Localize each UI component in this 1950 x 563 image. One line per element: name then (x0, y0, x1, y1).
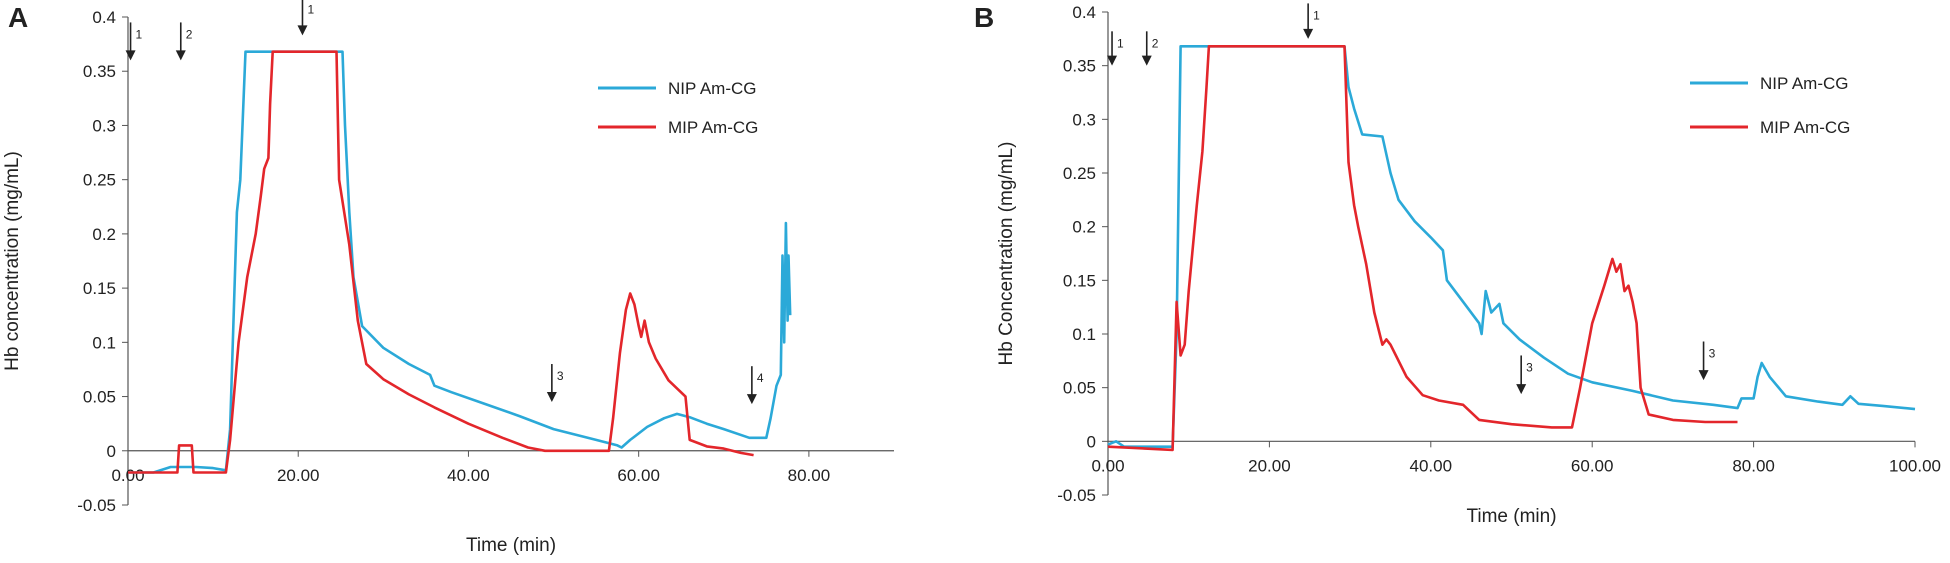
x-tick-label: 20.00 (1248, 456, 1291, 475)
legend-label: NIP Am-CG (668, 79, 756, 98)
y-tick-label: 0.3 (92, 116, 116, 135)
x-axis-title: Time (min) (466, 535, 556, 556)
y-tick-label: -0.05 (1057, 486, 1096, 505)
annotation-arrow-label: 2 (1152, 36, 1159, 50)
x-tick-label: 60.00 (1571, 456, 1614, 475)
y-tick-label: 0.25 (1063, 164, 1096, 183)
chart-panel-b: B -0.05 0 0.05 0.1 0.15 0.2 0.25 0.3 0.35 0.4 0.00 2… (974, 2, 1941, 527)
annotation-arrow-head (125, 50, 136, 61)
y-tick-label: 0.1 (1072, 325, 1096, 344)
series-line-nip-am-cg (128, 50, 792, 474)
chart-panel-a: A -0.05 0 0.05 0.1 0.15 0.2 0.25 0.3 0.35 0.4 0.00 2… (2, 0, 894, 556)
y-tick-label: 0.25 (83, 171, 116, 190)
panel-letter: B (974, 2, 994, 33)
annotation-arrow-head (746, 394, 757, 405)
x-tick-label: 20.00 (277, 466, 320, 485)
y-tick-label: 0 (1087, 432, 1096, 451)
annotation-arrow-label: 2 (186, 27, 193, 41)
x-tick-label: 60.00 (617, 466, 660, 485)
y-axis-title: Hb concentration (mg/mL) (2, 151, 23, 371)
y-tick-label: 0.3 (1072, 110, 1096, 129)
y-tick-label: 0.4 (92, 8, 116, 27)
annotation-arrow-head (1516, 384, 1527, 395)
annotation-arrow-label: 4 (757, 371, 764, 385)
y-tick-label: 0.05 (1063, 379, 1096, 398)
annotation-arrow-label: 1 (136, 27, 143, 41)
annotation-arrow-label: 3 (1526, 360, 1533, 374)
annotation-arrow-head (1107, 55, 1118, 66)
annotation-arrow-head (175, 50, 186, 61)
x-tick-label: 80.00 (1732, 456, 1775, 475)
x-tick-label: 40.00 (447, 466, 490, 485)
y-tick-label: 0.1 (92, 333, 116, 352)
x-tick-label: 0.00 (1091, 456, 1124, 475)
x-axis-title: Time (min) (1466, 506, 1556, 527)
series-line-mip-am-cg (128, 50, 754, 474)
annotation-arrow-head (1141, 55, 1152, 66)
annotation-arrow-label: 1 (307, 2, 314, 16)
y-axis-title: Hb Concentration (mg/mL) (996, 142, 1017, 366)
legend-label: MIP Am-CG (668, 118, 758, 137)
y-tick-label: 0.2 (92, 225, 116, 244)
annotation-arrow-label: 1 (1313, 8, 1320, 22)
annotation-arrow-label: 3 (557, 369, 564, 383)
x-tick-label: 80.00 (788, 466, 831, 485)
y-tick-label: 0 (107, 442, 116, 461)
x-tick-label: 100.00 (1889, 456, 1941, 475)
x-tick-label: 0.00 (111, 466, 144, 485)
annotation-arrow-label: 3 (1709, 347, 1716, 361)
y-tick-label: 0.4 (1072, 3, 1096, 22)
y-tick-label: 0.15 (83, 279, 116, 298)
y-tick-label: 0.35 (83, 62, 116, 81)
legend-label: NIP Am-CG (1760, 74, 1848, 93)
annotation-arrow-head (1698, 370, 1709, 381)
x-tick-label: 40.00 (1410, 456, 1453, 475)
series-line-nip-am-cg (1107, 45, 1916, 448)
y-tick-label: 0.35 (1063, 57, 1096, 76)
legend-label: MIP Am-CG (1760, 118, 1850, 137)
annotation-arrow-head (297, 25, 308, 36)
series-line-mip-am-cg (1107, 45, 1738, 452)
annotation-arrow-head (1303, 28, 1314, 39)
y-tick-label: 0.15 (1063, 271, 1096, 290)
y-tick-label: 0.2 (1072, 218, 1096, 237)
annotation-arrow-label: 1 (1117, 36, 1124, 50)
panel-letter: A (8, 2, 28, 33)
y-tick-label: -0.05 (77, 496, 116, 515)
annotation-arrow-head (546, 391, 557, 402)
y-tick-label: 0.05 (83, 388, 116, 407)
